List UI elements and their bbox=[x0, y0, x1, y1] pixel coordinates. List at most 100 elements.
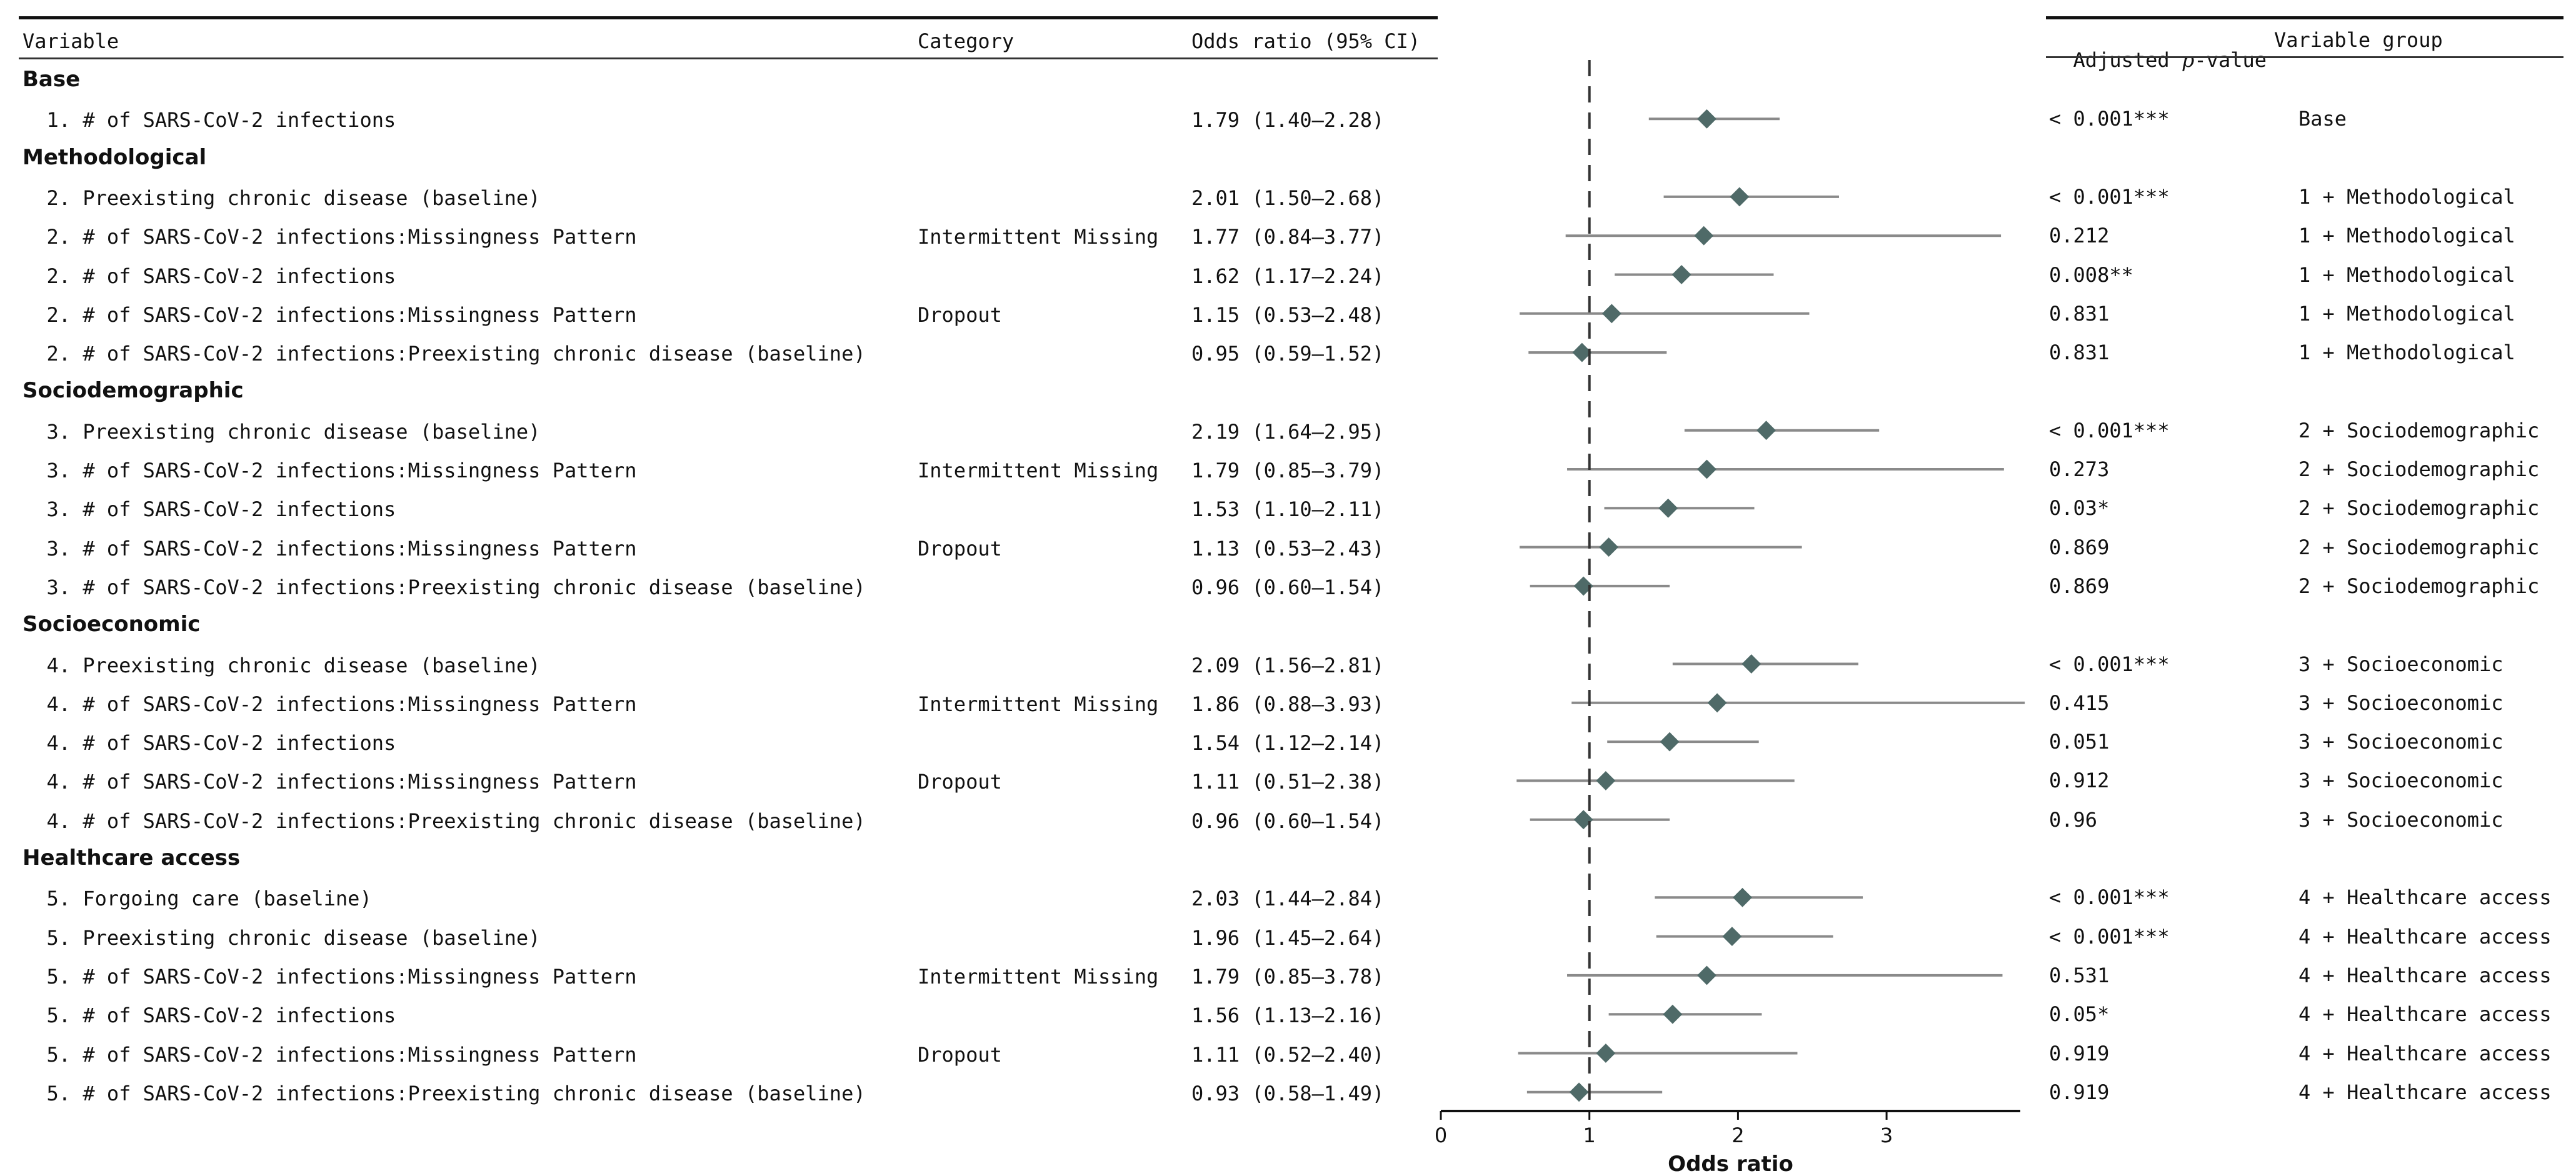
row-variable-label: 4. # of SARS-CoV-2 infections:Preexistin… bbox=[23, 809, 866, 833]
header-odds-ratio: Odds ratio (95% CI) bbox=[1191, 29, 1421, 53]
row-variable-label: 5. Preexisting chronic disease (baseline… bbox=[23, 925, 541, 950]
row-category: Intermittent Missing bbox=[918, 964, 1159, 989]
section-heading: Methodological bbox=[23, 144, 207, 170]
row-variable-label: 3. # of SARS-CoV-2 infections bbox=[23, 497, 396, 522]
row-variable-label: 5. # of SARS-CoV-2 infections:Missingnes… bbox=[23, 964, 637, 989]
row-pvalue: 0.831 bbox=[2049, 341, 2110, 365]
row-category: Dropout bbox=[918, 770, 1002, 794]
row-odds-ratio: 1.77 (0.84–3.77) bbox=[1191, 225, 1385, 249]
header-pvalue-prefix: Adjusted bbox=[2073, 48, 2182, 72]
row-odds-ratio: 0.95 (0.59–1.52) bbox=[1191, 342, 1385, 366]
row-variable-label: 3. Preexisting chronic disease (baseline… bbox=[23, 419, 541, 444]
row-pvalue: 0.273 bbox=[2049, 457, 2110, 481]
row-pvalue: 0.96 bbox=[2049, 807, 2098, 832]
row-pvalue: 0.008** bbox=[2049, 262, 2133, 287]
row-variable-label: 5. # of SARS-CoV-2 infections:Preexistin… bbox=[23, 1081, 866, 1105]
row-variable-group: 2 + Sociodemographic bbox=[2298, 574, 2540, 598]
row-variable-group: 2 + Sociodemographic bbox=[2298, 496, 2540, 521]
point-estimate-marker bbox=[1757, 421, 1776, 441]
row-odds-ratio: 1.54 (1.12–2.14) bbox=[1191, 731, 1385, 755]
row-odds-ratio: 1.13 (0.53–2.43) bbox=[1191, 536, 1385, 561]
row-odds-ratio: 1.96 (1.45–2.64) bbox=[1191, 925, 1385, 950]
point-estimate-marker bbox=[1733, 887, 1752, 907]
row-variable-group: Base bbox=[2298, 107, 2347, 131]
header-pvalue-suffix: -value bbox=[2194, 48, 2267, 72]
row-pvalue: 0.051 bbox=[2049, 730, 2110, 754]
row-category: Intermittent Missing bbox=[918, 459, 1159, 482]
row-variable-label: 5. # of SARS-CoV-2 infections bbox=[23, 1004, 396, 1028]
header-adjusted-pvalue: Adjusted p-value bbox=[2049, 30, 2267, 70]
row-pvalue: 0.869 bbox=[2049, 574, 2110, 598]
point-estimate-marker bbox=[1697, 965, 1716, 985]
row-odds-ratio: 2.09 (1.56–2.81) bbox=[1191, 653, 1385, 677]
row-variable-label: 5. Forgoing care (baseline) bbox=[23, 887, 372, 911]
row-pvalue: 0.831 bbox=[2049, 301, 2110, 326]
point-estimate-marker bbox=[1660, 732, 1680, 752]
row-variable-label: 3. # of SARS-CoV-2 infections:Missingnes… bbox=[23, 459, 637, 482]
header-variable-group: Variable group bbox=[2274, 28, 2443, 52]
row-variable-group: 2 + Sociodemographic bbox=[2298, 535, 2540, 559]
row-pvalue: 0.912 bbox=[2049, 769, 2110, 793]
point-estimate-marker bbox=[1596, 1044, 1616, 1063]
row-variable-group: 1 + Methodological bbox=[2298, 341, 2515, 365]
row-odds-ratio: 1.15 (0.53–2.48) bbox=[1191, 302, 1385, 327]
row-variable-label: 3. # of SARS-CoV-2 infections:Preexistin… bbox=[23, 575, 866, 599]
point-estimate-marker bbox=[1742, 654, 1762, 674]
row-odds-ratio: 0.96 (0.60–1.54) bbox=[1191, 809, 1385, 833]
row-variable-group: 3 + Socioeconomic bbox=[2298, 652, 2503, 676]
point-estimate-marker bbox=[1671, 265, 1691, 284]
row-category: Dropout bbox=[918, 302, 1002, 327]
row-variable-group: 3 + Socioeconomic bbox=[2298, 730, 2503, 754]
row-variable-group: 1 + Methodological bbox=[2298, 262, 2515, 287]
right-table-top-rule bbox=[2046, 16, 2563, 19]
row-variable-label: 4. Preexisting chronic disease (baseline… bbox=[23, 653, 541, 677]
row-odds-ratio: 1.79 (1.40–2.28) bbox=[1191, 108, 1385, 132]
point-estimate-marker bbox=[1707, 693, 1727, 713]
row-category: Dropout bbox=[918, 1042, 1002, 1067]
row-pvalue: < 0.001*** bbox=[2049, 652, 2170, 676]
right-table-header-rule bbox=[2046, 56, 2563, 58]
point-estimate-marker bbox=[1697, 459, 1716, 479]
point-estimate-marker bbox=[1722, 927, 1742, 947]
row-pvalue: < 0.001*** bbox=[2049, 107, 2170, 131]
x-axis-tick-label: 2 bbox=[1732, 1124, 1744, 1147]
row-odds-ratio: 1.11 (0.51–2.38) bbox=[1191, 770, 1385, 794]
point-estimate-marker bbox=[1596, 770, 1616, 790]
row-variable-label: 1. # of SARS-CoV-2 infections bbox=[23, 108, 396, 132]
row-pvalue: 0.05* bbox=[2049, 1002, 2110, 1027]
row-pvalue: 0.869 bbox=[2049, 535, 2110, 559]
row-variable-label: 2. # of SARS-CoV-2 infections bbox=[23, 264, 396, 288]
point-estimate-marker bbox=[1694, 226, 1714, 246]
row-odds-ratio: 1.53 (1.10–2.11) bbox=[1191, 497, 1385, 522]
row-pvalue: 0.531 bbox=[2049, 963, 2110, 987]
row-variable-group: 3 + Socioeconomic bbox=[2298, 690, 2503, 715]
row-variable-label: 2. Preexisting chronic disease (baseline… bbox=[23, 186, 541, 210]
row-variable-label: 2. # of SARS-CoV-2 infections:Missingnes… bbox=[23, 225, 637, 249]
row-pvalue: 0.919 bbox=[2049, 1080, 2110, 1104]
point-estimate-marker bbox=[1573, 810, 1593, 830]
point-estimate-marker bbox=[1569, 1082, 1589, 1102]
row-variable-group: 4 + Healthcare access bbox=[2298, 1080, 2552, 1104]
point-estimate-marker bbox=[1601, 304, 1621, 324]
row-pvalue: < 0.001*** bbox=[2049, 885, 2170, 910]
section-heading: Socioeconomic bbox=[23, 612, 201, 637]
row-odds-ratio: 1.79 (0.85–3.79) bbox=[1191, 459, 1385, 482]
row-odds-ratio: 2.19 (1.64–2.95) bbox=[1191, 419, 1385, 444]
row-pvalue: 0.919 bbox=[2049, 1041, 2110, 1065]
row-variable-label: 2. # of SARS-CoV-2 infections:Preexistin… bbox=[23, 342, 866, 366]
point-estimate-marker bbox=[1663, 1004, 1683, 1024]
row-variable-group: 4 + Healthcare access bbox=[2298, 1041, 2552, 1065]
row-category: Intermittent Missing bbox=[918, 692, 1159, 716]
row-variable-label: 5. # of SARS-CoV-2 infections:Missingnes… bbox=[23, 1042, 637, 1067]
point-estimate-marker bbox=[1697, 109, 1716, 129]
point-estimate-marker bbox=[1599, 537, 1619, 557]
point-estimate-marker bbox=[1658, 498, 1678, 518]
row-pvalue: < 0.001*** bbox=[2049, 418, 2170, 442]
row-odds-ratio: 1.11 (0.52–2.40) bbox=[1191, 1042, 1385, 1067]
row-variable-label: 2. # of SARS-CoV-2 infections:Missingnes… bbox=[23, 302, 637, 327]
row-variable-group: 2 + Sociodemographic bbox=[2298, 457, 2540, 481]
row-odds-ratio: 1.62 (1.17–2.24) bbox=[1191, 264, 1385, 288]
row-variable-label: 4. # of SARS-CoV-2 infections:Missingnes… bbox=[23, 770, 637, 794]
header-pvalue-p: p bbox=[2181, 48, 2195, 72]
